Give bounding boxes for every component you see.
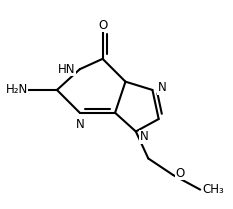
- Text: O: O: [98, 19, 107, 32]
- Text: O: O: [175, 167, 185, 180]
- Text: H₂N: H₂N: [6, 83, 28, 97]
- Text: N: N: [75, 118, 84, 131]
- Text: CH₃: CH₃: [202, 183, 224, 196]
- Text: N: N: [140, 130, 149, 143]
- Text: HN: HN: [58, 63, 76, 76]
- Text: N: N: [158, 81, 166, 94]
